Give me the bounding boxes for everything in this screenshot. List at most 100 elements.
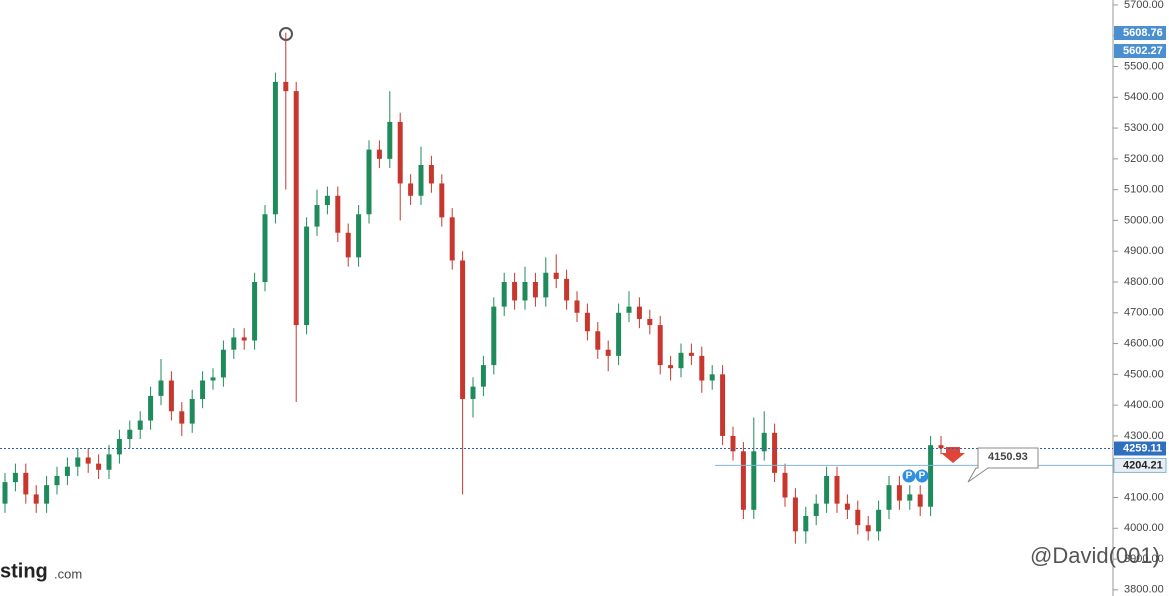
candle-body (397, 121, 403, 184)
candle-body (688, 352, 694, 356)
candle-body (678, 352, 684, 369)
candle-body (740, 451, 746, 510)
candle-body (574, 300, 580, 313)
candle-body (772, 432, 778, 473)
candle-body (241, 337, 247, 341)
candle-body (938, 445, 944, 449)
logo-name: sting (0, 560, 48, 582)
y-tick-label: 3800.00 (1124, 584, 1164, 596)
y-tick-label: 5100.00 (1124, 184, 1164, 196)
event-marker (902, 469, 916, 483)
y-tick-label: 5000.00 (1124, 214, 1164, 226)
candle-body (865, 525, 871, 532)
candle-body (189, 398, 195, 424)
candle-body (64, 466, 70, 476)
y-tick-label: 4800.00 (1124, 276, 1164, 288)
candle-body (96, 463, 102, 470)
candle-body (33, 494, 39, 504)
candle-body (366, 149, 372, 215)
candle-body (928, 445, 934, 507)
candle-body (709, 374, 715, 381)
candle-body (2, 482, 8, 504)
candle-body (44, 485, 50, 504)
y-tick-label: 4500.00 (1124, 368, 1164, 380)
candle-body (179, 411, 185, 424)
candle-body (657, 325, 663, 366)
candle-body (876, 509, 882, 532)
candle-body (501, 281, 507, 307)
candle-body (231, 337, 237, 350)
candle-body (200, 380, 206, 399)
candle-body (137, 420, 143, 430)
candle-body (345, 232, 351, 258)
candle-body (324, 195, 330, 206)
candle-body (616, 312, 622, 356)
y-tick-label: 4000.00 (1124, 522, 1164, 534)
candle-body (148, 395, 154, 421)
price-label: 5608.76 (1123, 27, 1163, 39)
candle-body (730, 435, 736, 452)
candle-body (116, 438, 122, 455)
callout (967, 447, 1039, 483)
candle-body (668, 365, 674, 369)
candle-body (335, 195, 341, 233)
candle-body (834, 475, 840, 504)
candle-body (720, 374, 726, 436)
candle-body (813, 503, 819, 516)
candle-body (917, 494, 923, 507)
candle-body (314, 205, 320, 227)
candle-body (106, 454, 112, 470)
candle-body (470, 386, 476, 399)
candle-body (564, 278, 570, 301)
y-tick-label: 5200.00 (1124, 153, 1164, 165)
event-marker-label: P (919, 471, 926, 482)
candle-body (75, 457, 81, 467)
candle-body (844, 503, 850, 510)
candle-body (272, 81, 278, 215)
candle-body (824, 475, 830, 504)
candle-body (896, 485, 902, 501)
candle-body (522, 281, 528, 301)
event-marker-label: P (906, 471, 913, 482)
candle-body (12, 472, 18, 483)
candle-body (491, 306, 497, 366)
down-arrow (941, 447, 965, 463)
candle-body (127, 429, 133, 439)
candle-body (428, 165, 434, 184)
candle-body (605, 349, 611, 356)
candle-body (356, 214, 362, 258)
candle-body (751, 451, 757, 510)
y-tick-label: 4700.00 (1124, 307, 1164, 319)
y-tick-label: 5400.00 (1124, 91, 1164, 103)
price-label: 5602.27 (1123, 45, 1163, 57)
candle-body (158, 380, 164, 396)
y-tick-label: 4100.00 (1124, 491, 1164, 503)
y-tick-label: 4600.00 (1124, 337, 1164, 349)
candle-body (792, 497, 798, 532)
candle-body (210, 377, 216, 381)
candle-body (803, 515, 809, 532)
candle-body (418, 165, 424, 196)
candle-body (480, 365, 486, 387)
candle-body (376, 149, 382, 159)
y-tick-label: 4300.00 (1124, 430, 1164, 442)
candle-body (168, 380, 174, 412)
candle-body (408, 183, 414, 196)
price-label-box (1114, 441, 1166, 456)
candle-body (512, 281, 518, 301)
candle-body (220, 349, 226, 378)
candle-body (460, 260, 466, 399)
candle-body (387, 121, 393, 159)
price-label: 4204.21 (1123, 459, 1163, 471)
y-tick-label: 5500.00 (1124, 60, 1164, 72)
candle-body (262, 214, 268, 282)
candle-body (23, 472, 29, 495)
candle-body (543, 272, 549, 298)
y-tick-label: 4400.00 (1124, 399, 1164, 411)
watermark: @David(001) (1030, 543, 1160, 568)
candle-body (647, 318, 653, 326)
candle-body (252, 281, 258, 341)
candle-body (907, 494, 913, 501)
candle-body (626, 306, 632, 313)
